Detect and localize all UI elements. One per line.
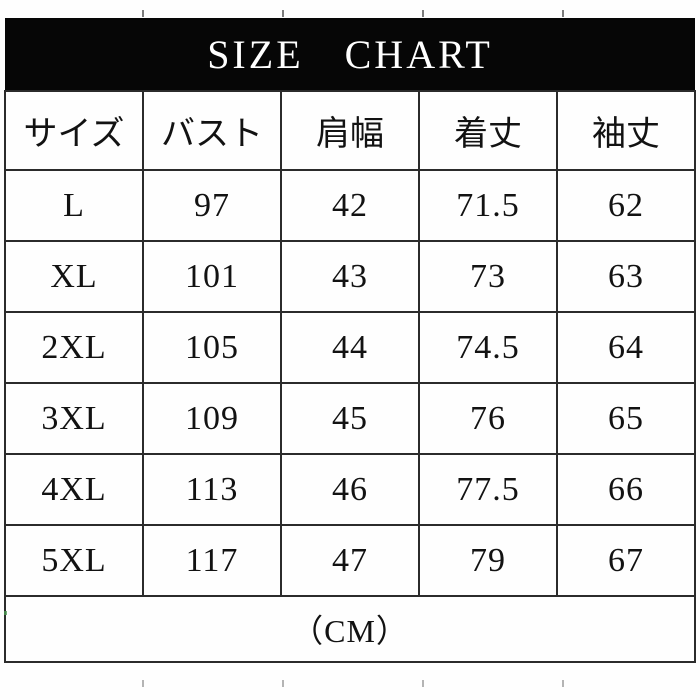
footer-row: （CM） bbox=[4, 595, 696, 663]
column-header-sleeve: 袖丈 bbox=[556, 90, 696, 171]
cell-sleeve: 63 bbox=[556, 240, 696, 313]
cell-bust: 109 bbox=[142, 382, 282, 455]
cell-size: 2XL bbox=[4, 311, 144, 384]
size-table-header: サイズ バスト 肩幅 着丈 袖丈 bbox=[4, 90, 696, 171]
cell-shoulder: 45 bbox=[280, 382, 420, 455]
cell-bust: 117 bbox=[142, 524, 282, 597]
unit-note: （CM） bbox=[4, 595, 696, 663]
cell-sleeve: 64 bbox=[556, 311, 696, 384]
table-row-4xl: 4XL 113 46 77.5 66 bbox=[4, 453, 696, 526]
cell-sleeve: 67 bbox=[556, 524, 696, 597]
cell-bust: 105 bbox=[142, 311, 282, 384]
cell-length: 77.5 bbox=[418, 453, 558, 526]
header-row: サイズ バスト 肩幅 着丈 袖丈 bbox=[4, 90, 696, 171]
cell-size: L bbox=[4, 169, 144, 242]
cell-length: 71.5 bbox=[418, 169, 558, 242]
cell-sleeve: 65 bbox=[556, 382, 696, 455]
compression-artifact-dot bbox=[4, 611, 7, 615]
gridline-stub-top bbox=[562, 10, 564, 17]
cell-shoulder: 42 bbox=[280, 169, 420, 242]
cell-length: 73 bbox=[418, 240, 558, 313]
cell-length: 76 bbox=[418, 382, 558, 455]
cell-length: 74.5 bbox=[418, 311, 558, 384]
cell-size: 4XL bbox=[4, 453, 144, 526]
cell-bust: 97 bbox=[142, 169, 282, 242]
table-row-3xl: 3XL 109 45 76 65 bbox=[4, 382, 696, 455]
gridline-stub-bottom bbox=[562, 680, 564, 687]
cell-sleeve: 62 bbox=[556, 169, 696, 242]
cell-size: 5XL bbox=[4, 524, 144, 597]
column-header-shoulder: 肩幅 bbox=[280, 90, 420, 171]
column-header-size: サイズ bbox=[4, 90, 144, 171]
gridline-stub-bottom bbox=[282, 680, 284, 687]
gridline-stub-top bbox=[422, 10, 424, 17]
size-table-body: L 97 42 71.5 62 XL 101 43 73 63 2XL 105 … bbox=[4, 169, 696, 597]
size-table-footer: （CM） bbox=[4, 595, 696, 663]
cell-shoulder: 47 bbox=[280, 524, 420, 597]
cell-shoulder: 44 bbox=[280, 311, 420, 384]
table-row-l: L 97 42 71.5 62 bbox=[4, 169, 696, 242]
cell-bust: 101 bbox=[142, 240, 282, 313]
cell-sleeve: 66 bbox=[556, 453, 696, 526]
gridline-stub-bottom bbox=[142, 680, 144, 687]
cell-length: 79 bbox=[418, 524, 558, 597]
gridline-stub-top bbox=[282, 10, 284, 17]
cell-size: XL bbox=[4, 240, 144, 313]
column-header-bust: バスト bbox=[142, 90, 282, 171]
page-title: SIZE CHART bbox=[207, 31, 493, 77]
table-row-2xl: 2XL 105 44 74.5 64 bbox=[4, 311, 696, 384]
column-header-length: 着丈 bbox=[418, 90, 558, 171]
cell-shoulder: 43 bbox=[280, 240, 420, 313]
table-row-xl: XL 101 43 73 63 bbox=[4, 240, 696, 313]
cell-bust: 113 bbox=[142, 453, 282, 526]
cell-shoulder: 46 bbox=[280, 453, 420, 526]
gridline-stub-bottom bbox=[422, 680, 424, 687]
title-banner: SIZE CHART bbox=[5, 18, 695, 90]
size-table: サイズ バスト 肩幅 着丈 袖丈 L 97 42 71.5 62 XL 101 … bbox=[4, 90, 696, 663]
gridline-stub-top bbox=[142, 10, 144, 17]
table-row-5xl: 5XL 117 47 79 67 bbox=[4, 524, 696, 597]
cell-size: 3XL bbox=[4, 382, 144, 455]
